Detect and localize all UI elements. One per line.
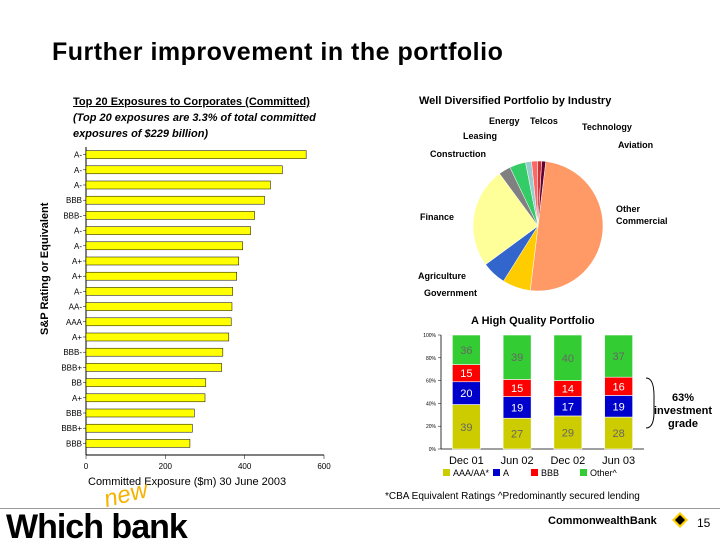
investment-grade-bracket <box>645 377 655 429</box>
bar-category-label: A+ <box>72 333 82 342</box>
col-segment-label: 29 <box>562 427 574 439</box>
pie-slice-label: Energy <box>489 116 520 126</box>
pie-slice-label: Technology <box>582 122 632 132</box>
footnote: *CBA Equivalent Ratings ^Predominantly s… <box>385 491 640 502</box>
col-segment <box>604 334 633 378</box>
col-legend-swatch <box>531 469 538 476</box>
col-y-tick-label: 100% <box>423 333 436 339</box>
cba-logo: CommonwealthBank <box>548 515 657 527</box>
col-segment-label: 28 <box>613 428 625 440</box>
col-segment-label: 14 <box>562 384 574 396</box>
bar-category-label: A- <box>74 287 82 296</box>
pie-slice-label: Leasing <box>463 131 497 141</box>
bar-category-label: BBB- <box>63 348 82 357</box>
stacked-chart-title: A High Quality Portfolio <box>471 315 595 327</box>
bar-category-label: BB <box>71 379 82 388</box>
bar-chart-xlabel: Committed Exposure ($m) 30 June 2003 <box>88 476 287 488</box>
pie-chart-title: Well Diversified Portfolio by Industry <box>419 95 612 107</box>
pie-slice-label: Aviation <box>618 140 653 150</box>
bar-category-label: BBB+ <box>61 363 82 372</box>
page-number: 15 <box>697 516 711 530</box>
col-category-label: Dec 02 <box>550 455 585 467</box>
bar-x-tick-label: 400 <box>238 462 252 471</box>
col-y-tick-label: 60% <box>426 379 437 385</box>
bar-category-label: A- <box>74 151 82 160</box>
bar-category-label: BBB <box>66 409 82 418</box>
col-segment-label: 16 <box>613 381 625 393</box>
col-segment <box>502 334 532 380</box>
col-legend-swatch <box>493 469 500 476</box>
bar-category-label: AAA <box>66 318 83 327</box>
which-bank-logo: Which bank <box>6 508 188 546</box>
col-segment-label: 19 <box>511 402 523 414</box>
col-y-tick-label: 80% <box>426 356 437 362</box>
col-legend-label: A <box>503 468 509 478</box>
bar-chart-header-line2: (Top 20 exposures are 3.3% of total comm… <box>73 112 316 124</box>
col-y-tick-label: 40% <box>426 401 437 407</box>
bar-category-label: AA- <box>69 303 83 312</box>
pie-slice-label: Government <box>424 288 477 298</box>
bar-category-label: A- <box>74 166 82 175</box>
col-segment-label: 19 <box>613 401 625 413</box>
col-segment <box>553 334 583 381</box>
col-legend-swatch <box>443 469 450 476</box>
investment-grade-note: 63% investment grade <box>653 392 713 430</box>
col-segment-label: 39 <box>511 352 523 364</box>
col-category-label: Jun 02 <box>501 455 534 467</box>
pie-slice <box>472 173 539 265</box>
bar-x-tick-label: 600 <box>317 462 331 471</box>
col-segment-label: 39 <box>460 422 472 434</box>
pie-slice-label: Agriculture <box>418 271 466 281</box>
col-segment <box>452 334 481 365</box>
page-title: Further improvement in the portfolio <box>52 38 504 66</box>
pie-slice <box>537 160 547 227</box>
col-segment-label: 17 <box>562 401 574 413</box>
col-segment-label: 15 <box>511 383 523 395</box>
bar-chart-header: Top 20 Exposures to Corporates (Committe… <box>73 94 316 142</box>
bar-category-label: BBB <box>66 196 82 205</box>
pie-slice <box>529 161 604 292</box>
pie-slice-label: Finance <box>420 212 454 222</box>
col-category-label: Dec 01 <box>449 455 484 467</box>
col-segment-label: 36 <box>460 345 472 357</box>
pie-slice-label: Construction <box>430 149 486 159</box>
pie-slice-label: Commercial <box>616 216 668 226</box>
col-legend-swatch <box>580 469 587 476</box>
bar-x-tick-label: 0 <box>84 462 89 471</box>
bar-category-label: BBB <box>66 439 82 448</box>
col-segment-label: 40 <box>562 353 574 365</box>
bar-category-label: A+ <box>72 272 82 281</box>
pie-slice-label: Other <box>616 204 641 214</box>
cba-diamond-icon <box>672 512 688 528</box>
bar-chart-header-line1: Top 20 Exposures to Corporates (Committe… <box>73 96 310 108</box>
bar-category-label: A- <box>74 181 82 190</box>
pie-slice-label: Telcos <box>530 116 558 126</box>
bar-category-label: A- <box>74 227 82 236</box>
col-category-label: Jun 03 <box>602 455 635 467</box>
bar-chart-header-line3: exposures of $229 billion) <box>73 128 209 140</box>
bar-category-label: A- <box>74 242 82 251</box>
bar-category-label: BBB+ <box>61 424 82 433</box>
bar-category-label: A+ <box>72 257 82 266</box>
bar-category-label: BBB- <box>63 211 82 220</box>
col-legend-label: AAA/AA* <box>453 468 490 478</box>
col-segment-label: 20 <box>460 388 472 400</box>
bar-x-tick-label: 200 <box>159 462 173 471</box>
footer-divider <box>0 508 720 509</box>
col-segment-label: 27 <box>511 429 523 441</box>
col-y-tick-label: 20% <box>426 424 437 430</box>
col-segment-label: 15 <box>460 368 472 380</box>
col-legend-label: Other^ <box>590 468 618 478</box>
col-segment-label: 37 <box>613 351 625 363</box>
bar-category-label: A+ <box>72 394 82 403</box>
col-y-tick-label: 0% <box>429 447 437 453</box>
col-legend-label: BBB <box>541 468 559 478</box>
bar-chart-ylabel: S&P Rating or Equivalent <box>39 202 51 335</box>
